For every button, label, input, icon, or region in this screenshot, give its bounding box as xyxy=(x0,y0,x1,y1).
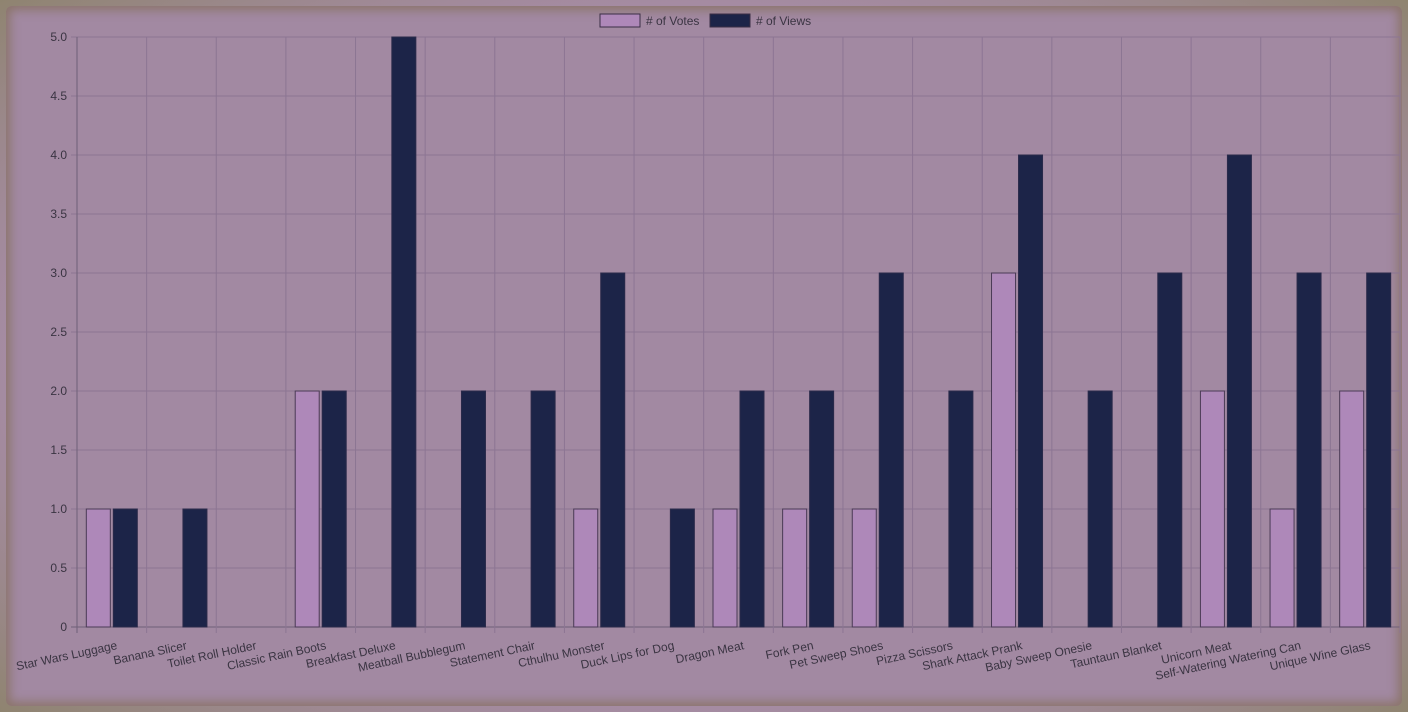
y-tick-label: 3.0 xyxy=(50,266,67,280)
bars xyxy=(85,36,1392,628)
bar-votes[interactable] xyxy=(782,508,808,628)
y-tick-label: 1.5 xyxy=(50,443,67,457)
bar-views[interactable] xyxy=(1087,390,1113,628)
bar-votes[interactable] xyxy=(1269,508,1295,628)
bar-views[interactable] xyxy=(1296,272,1322,628)
legend-swatch xyxy=(709,13,751,28)
bar-views[interactable] xyxy=(739,390,765,628)
bar-views[interactable] xyxy=(1018,154,1044,628)
y-tick-label: 4.5 xyxy=(50,89,67,103)
bar-votes[interactable] xyxy=(85,508,111,628)
y-axis-ticks: 0 0.5 1.0 1.5 2.0 2.5 3.0 3.5 4.0 4.5 5.0 xyxy=(50,30,67,634)
bar-views[interactable] xyxy=(460,390,486,628)
bar-votes[interactable] xyxy=(1199,390,1225,628)
legend[interactable]: # of Votes # of Views xyxy=(599,13,811,28)
bar-views[interactable] xyxy=(1157,272,1183,628)
bar-views[interactable] xyxy=(530,390,556,628)
y-tick-label: 5.0 xyxy=(50,30,67,44)
y-tick-label: 1.0 xyxy=(50,502,67,516)
bar-views[interactable] xyxy=(809,390,835,628)
y-tick-label: 2.0 xyxy=(50,384,67,398)
y-tick-label: 0 xyxy=(60,620,67,634)
bar-votes[interactable] xyxy=(1339,390,1365,628)
bar-views[interactable] xyxy=(182,508,208,628)
y-tick-label: 2.5 xyxy=(50,325,67,339)
y-tick-label: 0.5 xyxy=(50,561,67,575)
bar-views[interactable] xyxy=(948,390,974,628)
bar-views[interactable] xyxy=(321,390,347,628)
bar-views[interactable] xyxy=(1366,272,1392,628)
y-tick-label: 3.5 xyxy=(50,207,67,221)
bar-votes[interactable] xyxy=(712,508,738,628)
bar-votes[interactable] xyxy=(294,390,320,628)
bar-views[interactable] xyxy=(600,272,626,628)
grid xyxy=(71,36,1401,633)
bar-votes[interactable] xyxy=(991,272,1017,628)
legend-item-votes[interactable]: # of Votes xyxy=(599,13,699,28)
legend-item-views[interactable]: # of Views xyxy=(709,13,811,28)
bar-views[interactable] xyxy=(669,508,695,628)
legend-label: # of Votes xyxy=(646,14,699,28)
bar-votes[interactable] xyxy=(573,508,599,628)
bar-votes[interactable] xyxy=(851,508,877,628)
bar-views[interactable] xyxy=(112,508,138,628)
bar-views[interactable] xyxy=(878,272,904,628)
x-tick-label: Dragon Meat xyxy=(674,638,745,666)
legend-label: # of Views xyxy=(756,14,811,28)
x-tick-label: Star Wars Luggage xyxy=(15,638,119,673)
bar-views[interactable] xyxy=(1226,154,1252,628)
legend-swatch xyxy=(599,13,641,28)
bar-views[interactable] xyxy=(391,36,417,628)
y-tick-label: 4.0 xyxy=(50,148,67,162)
